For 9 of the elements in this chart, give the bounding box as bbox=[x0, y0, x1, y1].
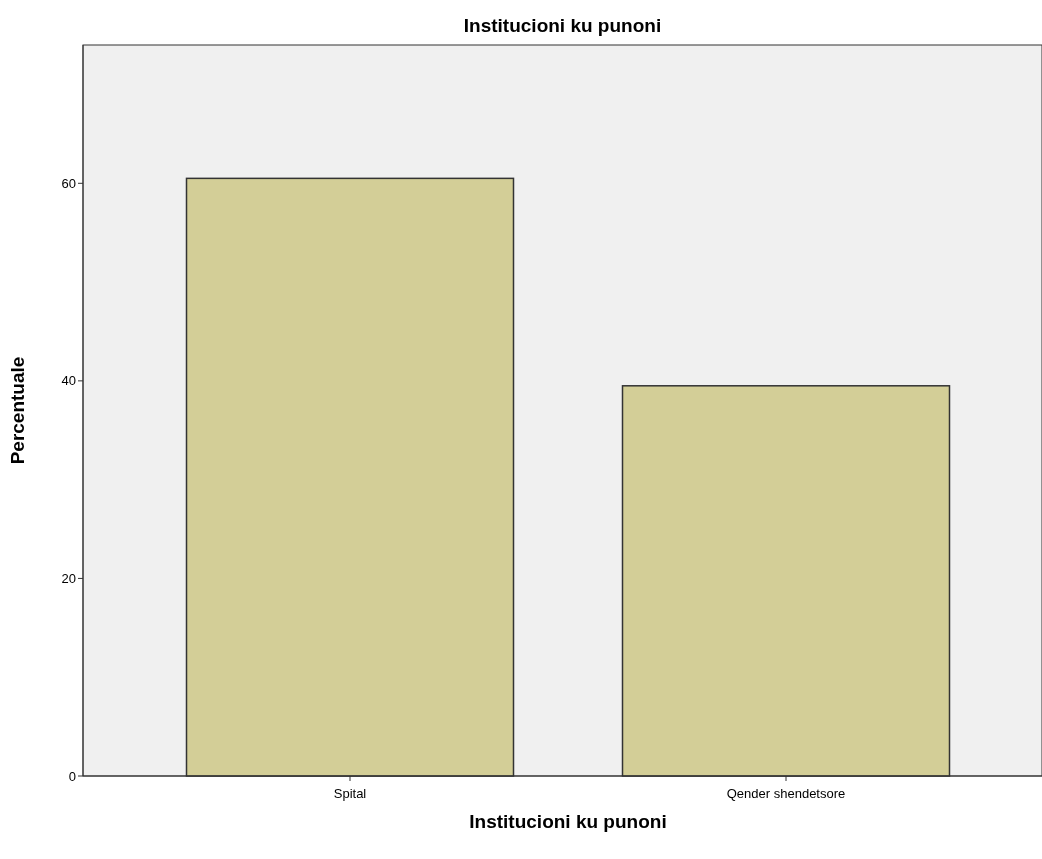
x-axis-title: Institucioni ku punoni bbox=[469, 811, 667, 832]
x-tick-label: Qender shendetsore bbox=[726, 786, 846, 801]
y-tick-label: 40 bbox=[61, 373, 76, 389]
y-tick-label: 0 bbox=[68, 768, 76, 784]
y-tick-label: 60 bbox=[61, 175, 76, 191]
y-axis-title: Percentuale bbox=[7, 356, 28, 465]
y-tick-label: 20 bbox=[61, 570, 76, 586]
chart-title: Institucioni ku punoni bbox=[463, 15, 662, 36]
x-tick-label: Spital bbox=[333, 786, 367, 801]
